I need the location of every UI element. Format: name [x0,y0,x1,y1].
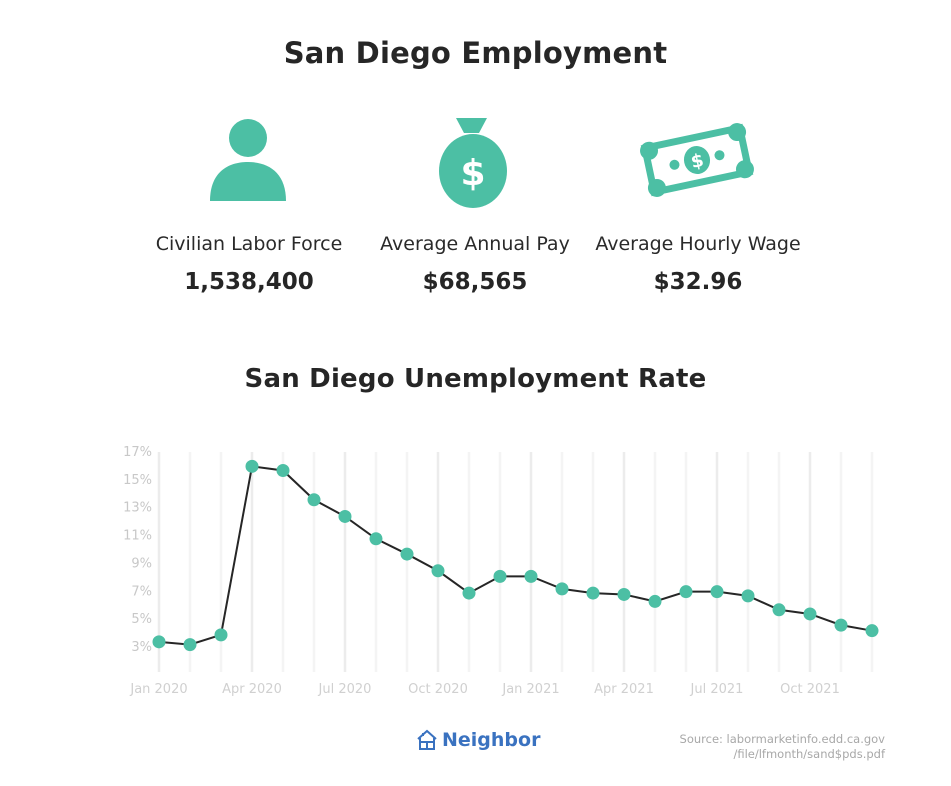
data-point [276,464,290,477]
data-point [555,582,569,596]
person-icon [129,115,369,225]
y-tick-label: 3% [131,640,152,655]
data-point [741,589,755,603]
data-point [214,628,228,642]
data-point [865,624,879,638]
source-note: Source: labormarketinfo.edd.ca.gov /file… [680,732,885,762]
neighbor-logo: Neighbor [416,729,540,751]
stat-labor-force: Civilian Labor Force 1,538,400 [129,115,369,295]
stat-value: 1,538,400 [184,269,314,295]
data-point [586,586,600,600]
x-tick-label: Jul 2021 [690,682,744,697]
y-tick-label: 11% [123,529,152,544]
chart-title: San Diego Unemployment Rate [244,364,707,394]
data-point [338,509,352,523]
page-title: San Diego Employment [283,36,668,70]
x-tick-label: Oct 2021 [780,682,840,697]
x-tick-label: Oct 2020 [408,682,468,697]
data-point [834,618,848,632]
stat-label: Average Hourly Wage [595,233,801,255]
data-point [152,635,166,649]
stat-value: $32.96 [653,269,743,295]
data-point [183,638,197,652]
y-tick-label: 15% [123,473,152,488]
y-tick-label: 5% [131,612,152,627]
data-point [307,493,321,507]
data-point [772,603,786,617]
series-line [158,465,873,646]
stat-hourly-wage: $ Average Hourly Wage $32.96 [578,115,818,295]
stat-value: $68,565 [422,269,528,295]
x-tick-label: Apr 2021 [594,682,654,697]
data-point [617,587,631,601]
x-tick-label: Apr 2020 [222,682,282,697]
source-line: Source: labormarketinfo.edd.ca.gov [679,732,885,746]
y-tick-label: 7% [131,584,152,599]
data-point [679,585,693,599]
data-point [400,547,414,561]
data-point [524,569,538,583]
stat-annual-pay: $ Average Annual Pay $68,565 [355,115,595,295]
svg-text:$: $ [689,150,706,173]
data-point [431,564,445,578]
data-point [710,585,724,599]
data-point [493,569,507,583]
svg-text:$: $ [460,153,485,194]
dollar-bill-icon: $ [578,115,818,225]
stat-label: Civilian Labor Force [155,233,343,255]
source-line: /file/lfmonth/sand$pds.pdf [733,747,885,761]
y-tick-label: 17% [123,445,152,460]
data-point [245,459,259,473]
y-tick-label: 13% [123,501,152,516]
y-tick-label: 9% [131,556,152,571]
x-tick-label: Jul 2020 [318,682,372,697]
x-tick-label: Jan 2020 [129,682,187,697]
data-point [462,586,476,600]
money-bag-icon: $ [355,115,595,225]
data-point [648,594,662,608]
house-icon [417,729,437,750]
x-tick-label: Jan 2021 [501,682,559,697]
stat-label: Average Annual Pay [380,233,570,255]
data-point [369,532,383,546]
brand-name: Neighbor [442,729,541,751]
data-point [803,607,817,621]
